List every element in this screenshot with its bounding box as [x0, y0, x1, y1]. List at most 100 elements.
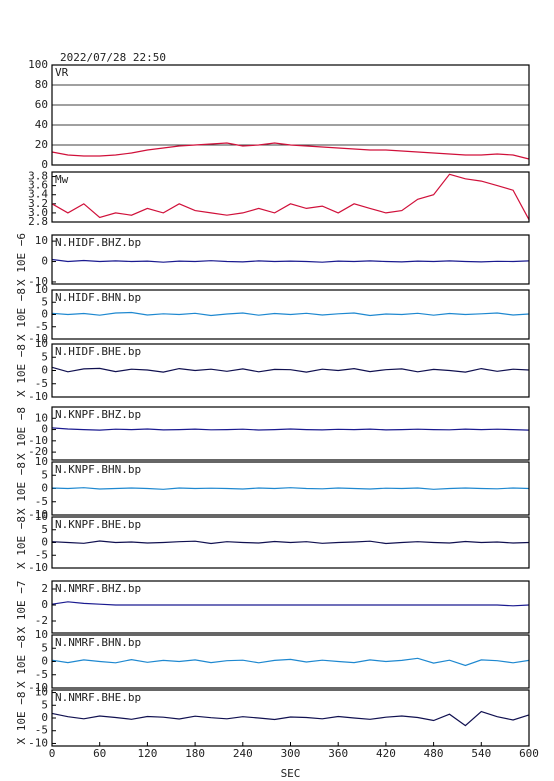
series-line [51, 540, 530, 545]
panel-frame [51, 516, 530, 569]
panel-frame [51, 64, 530, 166]
y-tick-label: 5 [41, 295, 48, 308]
x-tick-label: 540 [471, 747, 491, 760]
y-tick-label: 3.2 [28, 197, 48, 210]
x-tick-label: 300 [281, 747, 301, 760]
y-tick-label: 2 [41, 582, 48, 595]
x-tick-label: 480 [424, 747, 444, 760]
x-tick-label: 420 [376, 747, 396, 760]
y-tick-label: 10 [35, 510, 48, 523]
x-tick-label: 120 [137, 747, 157, 760]
y-tick-label: 3.6 [28, 179, 48, 192]
y-tick-label: 2.8 [28, 215, 48, 228]
series-line [51, 258, 530, 263]
y-axis-label: X 10E −8 [15, 407, 28, 460]
y-axis-label: X 10E −8 [15, 462, 28, 515]
y-axis-label: X 10E −6 [15, 233, 28, 286]
y-tick-label: 5 [41, 641, 48, 654]
y-tick-label: -10 [28, 434, 48, 447]
y-axis-label: X 10E −8 [15, 288, 28, 341]
x-tick-label: 360 [328, 747, 348, 760]
y-tick-label: -2 [35, 614, 48, 627]
y-tick-label: 10 [35, 337, 48, 350]
panel-frame [51, 634, 530, 689]
y-tick-label: -5 [35, 377, 48, 390]
y-tick-label: 5 [41, 698, 48, 711]
y-tick-label: 5 [41, 350, 48, 363]
panel-label: VR [55, 66, 69, 79]
y-tick-label: 0 [41, 158, 48, 171]
y-tick-label: -5 [35, 320, 48, 333]
y-tick-label: -5 [35, 724, 48, 737]
y-tick-label: 10 [35, 628, 48, 641]
series-line [51, 710, 530, 727]
y-tick-label: -10 [28, 681, 48, 694]
series-line [51, 142, 530, 160]
y-tick-label: -5 [35, 548, 48, 561]
panel-frame [51, 343, 530, 398]
y-tick-label: 0 [41, 255, 48, 268]
y-tick-label: 0 [41, 711, 48, 724]
y-tick-label: 0 [41, 423, 48, 436]
y-tick-label: -5 [35, 495, 48, 508]
y-tick-label: -10 [28, 390, 48, 403]
y-tick-label: -10 [28, 561, 48, 574]
chart-title: 2022/07/28 22:50 [60, 51, 166, 64]
y-tick-label: 0 [41, 536, 48, 549]
y-axis-label: X 10E −8 [15, 635, 28, 688]
y-tick-label: 100 [28, 58, 48, 71]
y-tick-label: 0 [41, 308, 48, 321]
panel-label: Mw [55, 173, 69, 186]
y-tick-label: -20 [28, 445, 48, 458]
x-tick-label: 0 [49, 747, 56, 760]
series-line [51, 173, 530, 220]
y-tick-label: -10 [28, 332, 48, 345]
y-tick-label: 3.8 [28, 170, 48, 183]
series-line [51, 366, 530, 373]
panel-label: N.HIDF.BHE.bp [55, 345, 141, 358]
y-tick-label: 10 [35, 411, 48, 424]
y-tick-label: 20 [35, 138, 48, 151]
y-tick-label: 80 [35, 78, 48, 91]
y-axis-label: X 10E −8 [15, 344, 28, 397]
panel-label: N.KNPF.BHE.bp [55, 518, 141, 531]
x-tick-label: 60 [93, 747, 106, 760]
series-line [51, 311, 530, 317]
panel-label: N.KNPF.BHN.bp [55, 463, 141, 476]
panel-frame [51, 171, 530, 223]
y-tick-label: 0 [41, 364, 48, 377]
panel-label: N.NMRF.BHN.bp [55, 636, 141, 649]
y-tick-label: -10 [28, 275, 48, 288]
y-tick-label: 0 [41, 655, 48, 668]
y-tick-label: 3.0 [28, 206, 48, 219]
series-line [51, 601, 530, 607]
y-tick-label: 5 [41, 468, 48, 481]
series-line [51, 427, 530, 431]
y-tick-label: 10 [35, 455, 48, 468]
y-tick-label: 10 [35, 686, 48, 699]
y-tick-label: 60 [35, 98, 48, 111]
panel-label: N.NMRF.BHZ.bp [55, 582, 141, 595]
series-line [51, 487, 530, 490]
y-tick-label: -10 [28, 736, 48, 749]
panel-frame [51, 461, 530, 516]
y-tick-label: 0 [41, 482, 48, 495]
y-tick-label: 40 [35, 118, 48, 131]
y-tick-label: 5 [41, 523, 48, 536]
y-axis-label: X 10E −8 [15, 692, 28, 745]
y-axis-label: X 10E −8 [15, 516, 28, 569]
y-tick-label: -5 [35, 668, 48, 681]
panel-frame [51, 289, 530, 340]
y-tick-label: 10 [35, 234, 48, 247]
x-tick-label: 600 [519, 747, 539, 760]
x-tick-label: 240 [233, 747, 253, 760]
y-tick-label: 0 [41, 598, 48, 611]
panel-label: N.NMRF.BHE.bp [55, 691, 141, 704]
panel-frame [51, 406, 530, 461]
panel-frame [51, 580, 530, 634]
y-tick-label: 3.4 [28, 188, 48, 201]
x-tick-label: 180 [185, 747, 205, 760]
y-tick-label: 10 [35, 283, 48, 296]
